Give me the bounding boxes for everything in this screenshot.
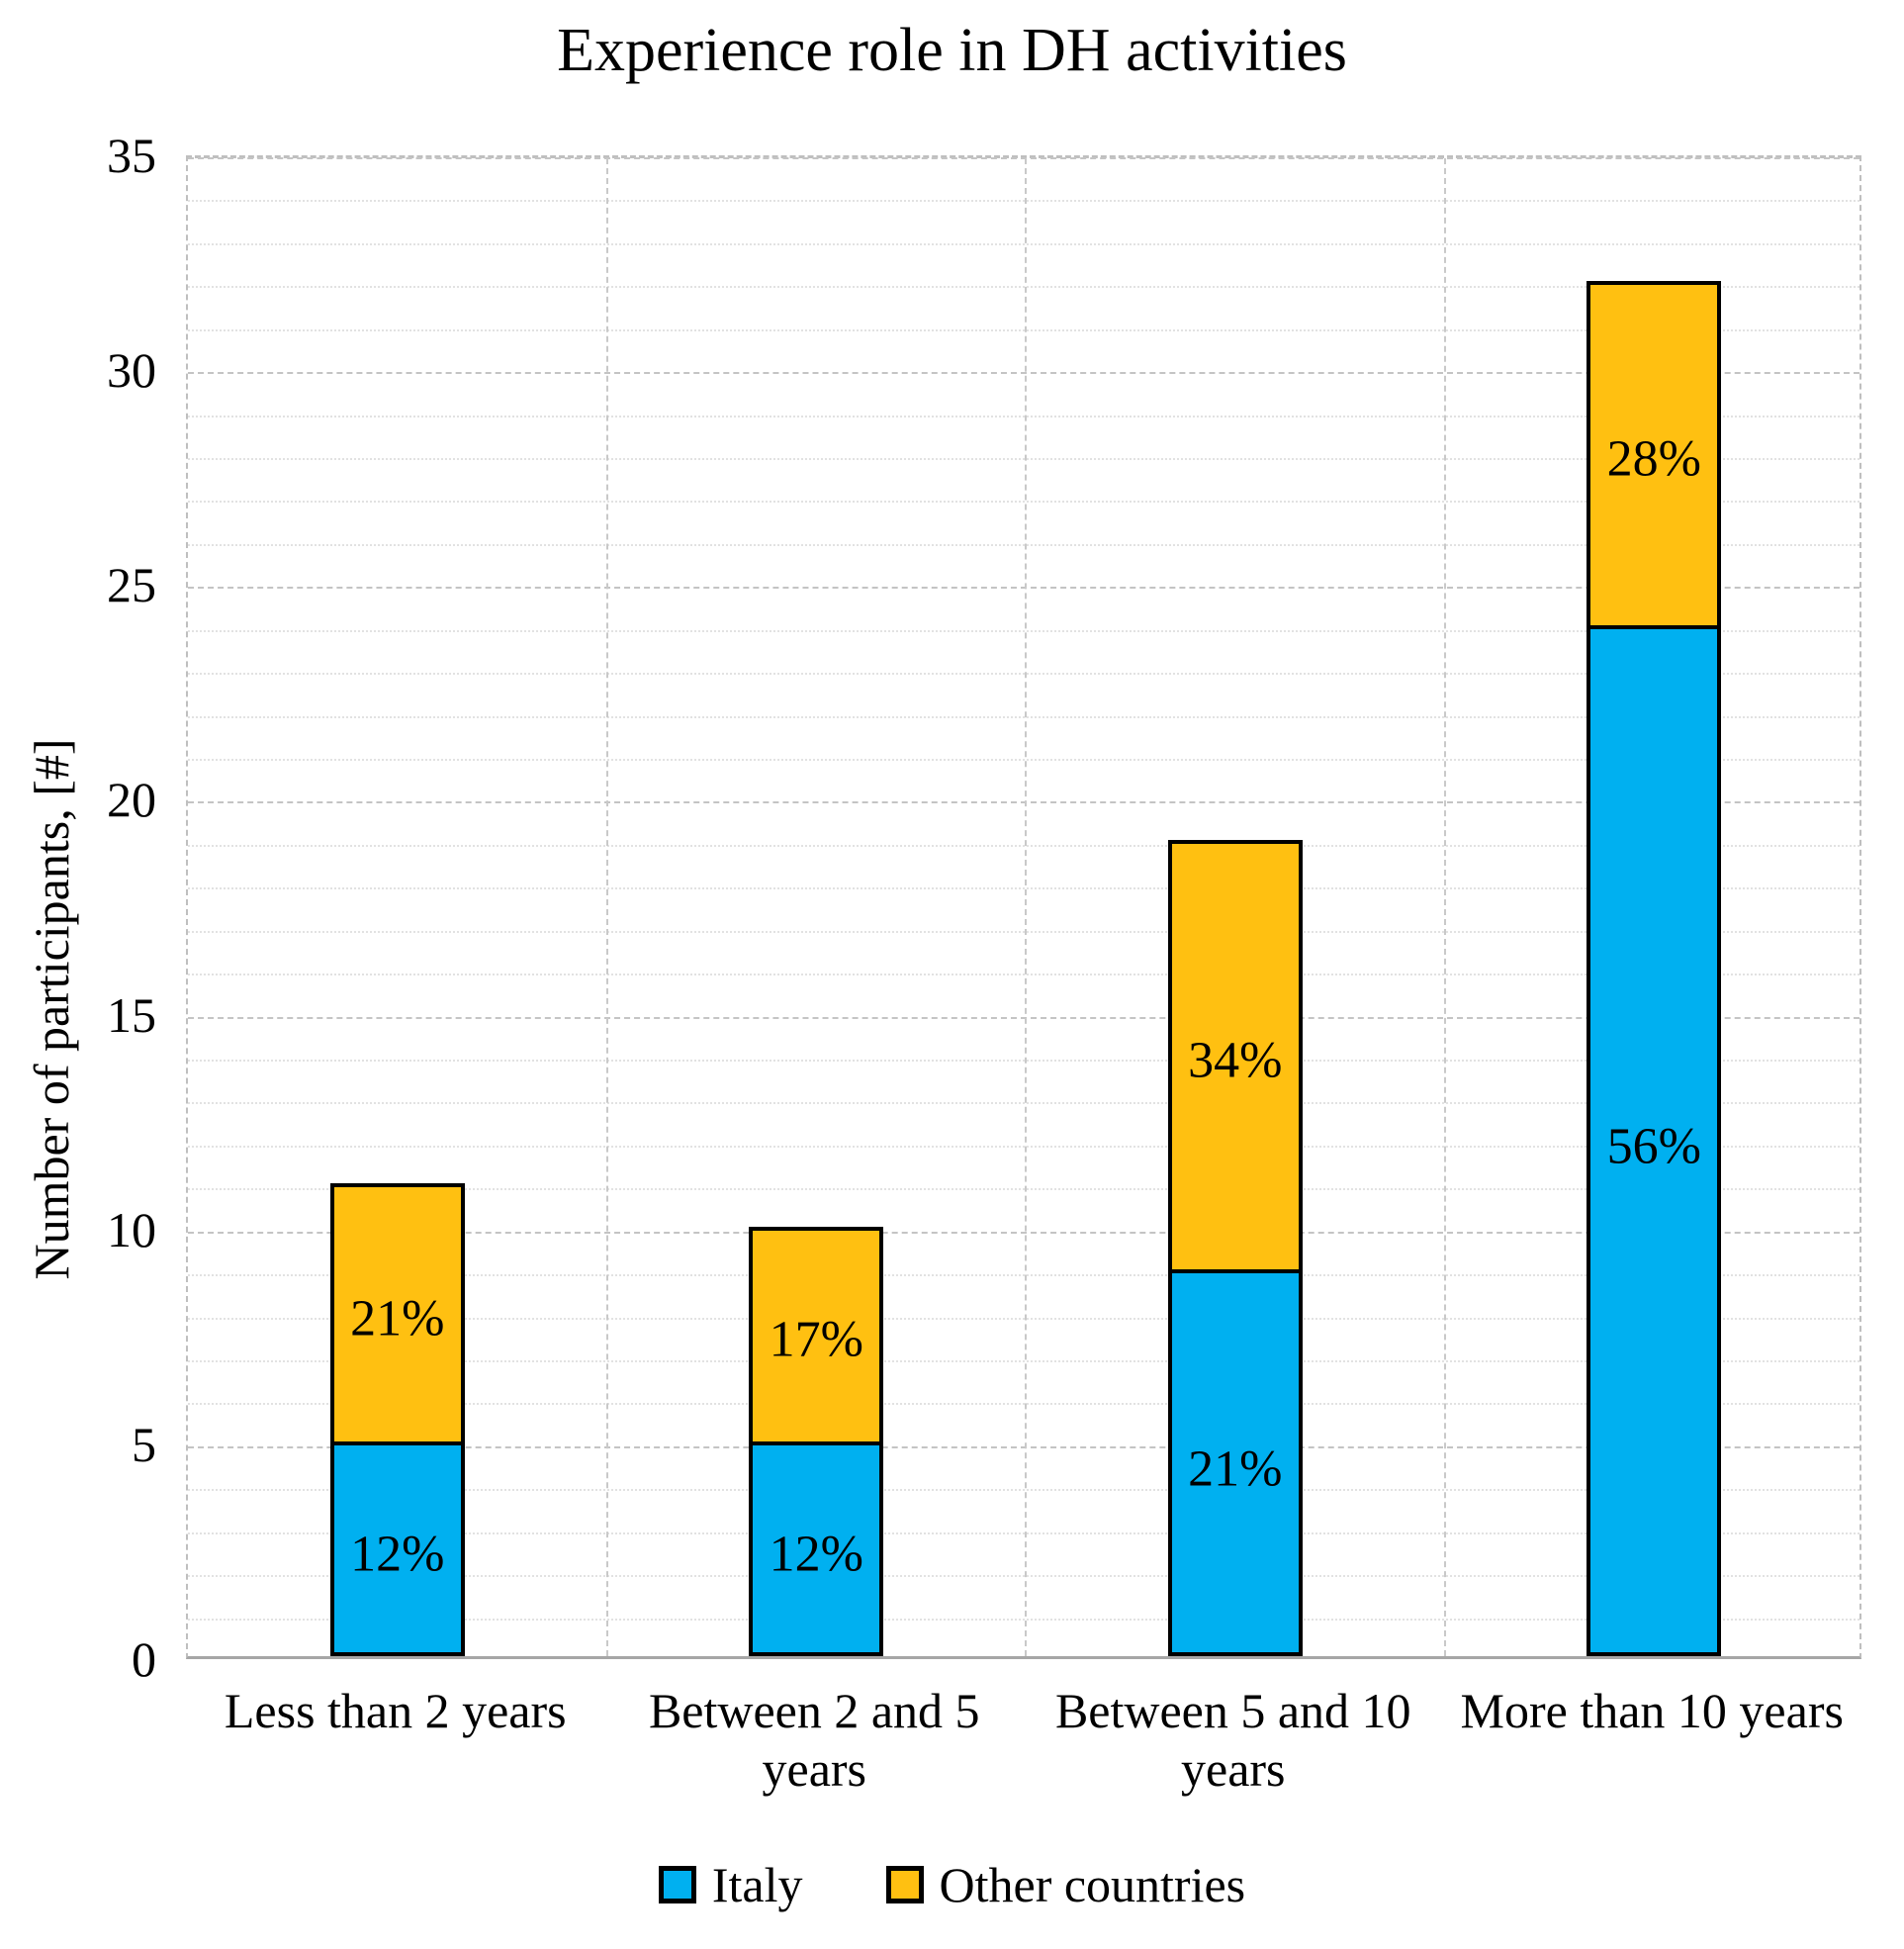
- y-tick-label: 30: [107, 342, 156, 399]
- legend-item-other-countries: Other countries: [885, 1856, 1246, 1913]
- x-category-label: Between 2 and 5 years: [648, 1683, 980, 1797]
- bar-data-label: 21%: [1188, 1440, 1283, 1498]
- y-tick-label: 15: [107, 986, 156, 1043]
- legend-item-italy: Italy: [658, 1856, 803, 1913]
- minor-gridline: [188, 242, 1859, 245]
- bar-segment-other-countries: [329, 1183, 465, 1445]
- bar-segment-other-countries: [1167, 839, 1303, 1274]
- chart-title: Experience role in DH activities: [557, 17, 1347, 84]
- y-tick-label: 20: [107, 772, 156, 828]
- vertical-gridline: [1443, 158, 1446, 1656]
- y-tick-label: 25: [107, 557, 156, 613]
- y-tick-label: 10: [107, 1201, 156, 1257]
- vertical-gridline: [605, 158, 608, 1656]
- x-category-label: Less than 2 years: [224, 1683, 567, 1738]
- y-tick-label: 35: [107, 128, 156, 183]
- bar-segment-other-countries: [1587, 281, 1722, 629]
- bar-data-label: 34%: [1188, 1032, 1283, 1089]
- y-tick-label: 0: [132, 1631, 156, 1687]
- legend-label-italy: Italy: [711, 1857, 803, 1912]
- y-tick-label: 5: [132, 1416, 156, 1472]
- vertical-gridline: [1025, 158, 1027, 1656]
- x-category-label: More than 10 years: [1460, 1683, 1844, 1738]
- bar-segment-other-countries: [749, 1226, 884, 1445]
- bar-data-label: 28%: [1606, 430, 1701, 488]
- bar-segment-italy: [1167, 1269, 1303, 1656]
- bar-data-label: 56%: [1606, 1118, 1701, 1175]
- legend: Italy Other countries: [0, 1856, 1904, 1913]
- x-axis-category-labels: Less than 2 years Between 2 and 5 years Be…: [186, 1682, 1861, 1799]
- bar-segment-italy: [749, 1440, 884, 1656]
- bar-data-label: 12%: [769, 1526, 863, 1583]
- bar-segment-italy: [1587, 624, 1722, 1656]
- minor-gridline: [188, 200, 1859, 203]
- bar-data-label: 21%: [350, 1290, 445, 1347]
- plot-area: 12% 21% 12% 17% 21% 34% 56% 28%: [186, 155, 1861, 1659]
- bar-data-label: 17%: [769, 1311, 863, 1368]
- legend-label-other-countries: Other countries: [939, 1857, 1246, 1912]
- major-gridline: [188, 157, 1859, 159]
- legend-swatch-other-countries: [885, 1866, 924, 1903]
- x-category-label: Between 5 and 10 years: [1054, 1683, 1411, 1797]
- legend-swatch-italy: [658, 1866, 696, 1903]
- bar-data-label: 12%: [350, 1526, 445, 1583]
